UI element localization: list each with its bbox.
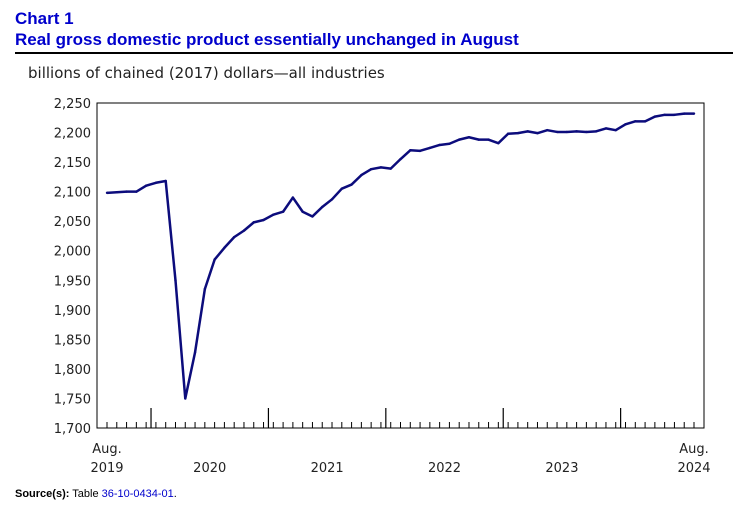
data-point <box>379 166 383 169</box>
data-point <box>105 191 109 195</box>
data-point <box>291 196 295 199</box>
x-tick-marks <box>106 408 695 428</box>
x-tick-label-year: 2020 <box>193 461 226 476</box>
data-point <box>409 149 412 152</box>
source-prefix: Table <box>72 488 99 500</box>
data-point <box>594 130 598 133</box>
data-point <box>673 113 676 117</box>
y-tick-labels: 1,700 1,750 1,800 1,850 1,900 1,950 2,000 2,050… <box>54 97 91 437</box>
source-suffix: . <box>173 488 177 500</box>
data-point <box>311 215 314 218</box>
data-point <box>184 397 187 400</box>
x-tick-labels: Aug. 2019 2020 2021 2022 2023 Aug. 2024 <box>90 442 710 476</box>
data-point <box>653 115 657 118</box>
data-point <box>242 229 246 232</box>
data-point <box>232 235 236 239</box>
data-point <box>135 190 138 193</box>
data-point <box>389 167 392 170</box>
y-tick-label: 2,150 <box>54 156 91 171</box>
data-point <box>614 128 617 132</box>
data-point <box>546 128 549 132</box>
data-point <box>575 130 578 133</box>
data-point <box>536 131 539 135</box>
data-point <box>585 130 588 134</box>
data-point <box>115 191 118 194</box>
data-point <box>487 138 490 141</box>
x-tick-label-year: 2024 <box>677 461 710 476</box>
y-tick-label: 1,900 <box>54 304 91 319</box>
data-point <box>369 167 373 171</box>
data-point <box>467 136 471 139</box>
x-tick-label-year: 2022 <box>428 461 461 476</box>
data-point <box>477 138 480 141</box>
data-point <box>565 130 569 134</box>
data-point <box>144 184 148 187</box>
gdp-series-line <box>106 112 694 400</box>
data-point <box>418 149 422 153</box>
data-point <box>399 157 402 161</box>
title-rule <box>15 52 733 54</box>
chart-title: Real gross domestic product essentially … <box>15 30 519 49</box>
data-point <box>223 246 226 249</box>
data-point <box>428 146 432 150</box>
data-point <box>360 173 363 177</box>
data-point <box>125 190 128 193</box>
y-tick-label: 1,950 <box>54 274 91 289</box>
data-point <box>154 181 158 184</box>
y-tick-label: 1,800 <box>54 363 91 378</box>
data-points <box>105 112 696 400</box>
y-tick-label: 1,850 <box>54 333 91 348</box>
data-point <box>663 113 666 117</box>
x-tick-label-year: 2019 <box>90 461 123 476</box>
data-point <box>262 218 265 222</box>
data-point <box>281 210 285 213</box>
data-point <box>506 132 510 135</box>
data-point <box>516 131 520 135</box>
data-point <box>340 187 343 190</box>
x-tick-label-month: Aug. <box>92 442 122 457</box>
data-point <box>174 279 177 282</box>
chart-number-label: Chart 1 <box>15 9 74 28</box>
plot-frame <box>96 102 705 429</box>
data-point <box>683 112 686 115</box>
data-point <box>692 112 696 115</box>
data-point <box>321 205 324 209</box>
x-tick-label-year: 2021 <box>311 461 344 476</box>
data-point <box>164 179 167 183</box>
data-point <box>203 287 207 291</box>
data-point <box>301 210 304 213</box>
x-tick-label-month: Aug. <box>679 442 709 457</box>
data-point <box>350 183 353 186</box>
data-point <box>272 213 275 216</box>
source-table-link[interactable]: 36-10-0434-01 <box>101 488 174 500</box>
source-label: Source(s): <box>15 488 70 500</box>
data-point <box>634 120 637 123</box>
data-point <box>193 351 197 354</box>
x-tick-label-year: 2023 <box>545 461 578 476</box>
y-tick-label: 2,000 <box>54 245 91 260</box>
data-point <box>438 143 441 147</box>
data-point <box>555 130 559 134</box>
y-tick-label: 1,750 <box>54 392 91 407</box>
data-point <box>526 130 529 133</box>
y-tick-label: 2,250 <box>54 97 91 112</box>
data-point <box>213 258 216 261</box>
y-tick-label: 1,700 <box>54 422 91 437</box>
gdp-line-chart: 1,700 1,750 1,800 1,850 1,900 1,950 2,000 2,050… <box>54 97 711 476</box>
data-point <box>604 127 608 130</box>
data-point <box>252 221 255 224</box>
data-point <box>458 138 461 141</box>
data-point <box>448 142 451 145</box>
y-axis-unit-label: billions of chained (2017) dollars—all i… <box>28 64 385 82</box>
source-note: Source(s): Table 36-10-0434-01. <box>15 488 177 500</box>
data-point <box>497 141 500 145</box>
data-point <box>330 198 334 201</box>
data-point <box>624 123 627 126</box>
y-tick-label: 2,200 <box>54 127 91 142</box>
y-tick-label: 2,100 <box>54 186 91 201</box>
y-tick-label: 2,050 <box>54 215 91 230</box>
data-point <box>643 120 647 123</box>
